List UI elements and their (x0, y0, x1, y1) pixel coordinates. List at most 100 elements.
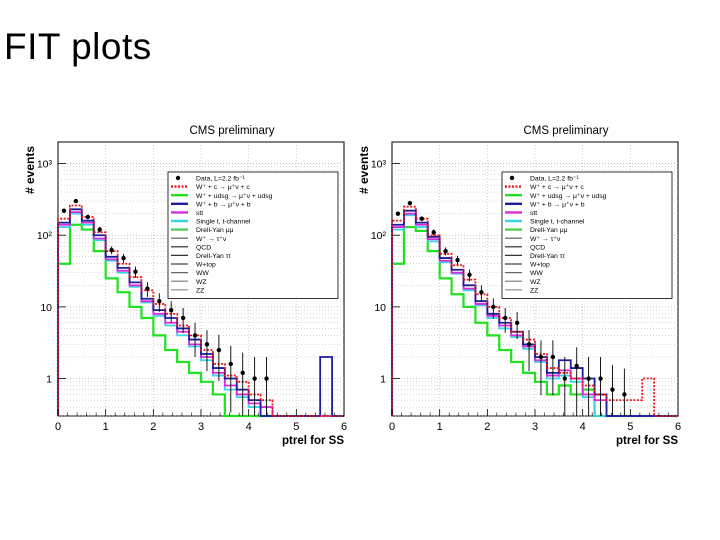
legend-entry: W⁺ → τ⁺ν (196, 236, 227, 243)
x-tick-label: 6 (341, 421, 347, 433)
x-axis-label: ptrel for SS (282, 435, 344, 447)
y-axis-label: # events (357, 146, 371, 194)
x-axis-label: ptrel for SS (616, 435, 678, 447)
legend-entry: W+top (196, 262, 216, 269)
data-point (133, 269, 138, 274)
x-tick-label: 4 (246, 421, 252, 433)
data-point (145, 286, 150, 291)
legend-entry: W⁺ + c → μ⁺ν + c (196, 184, 250, 191)
data-point (550, 354, 556, 360)
data-point (574, 363, 579, 369)
data-point (407, 200, 413, 206)
data-point (192, 333, 198, 338)
x-tick-label: 3 (532, 421, 538, 433)
legend-entry: stt (196, 210, 203, 217)
data-point (586, 376, 591, 381)
data-point (598, 376, 603, 381)
chart-title: CMS preliminary (524, 125, 609, 137)
legend-entry: Data, L=2.2 fb⁻¹ (530, 176, 579, 183)
histogram-w-b (57, 208, 344, 417)
data-point (526, 342, 532, 347)
data-point (443, 248, 448, 254)
y-tick-label: 1 (46, 374, 52, 386)
data-point (610, 387, 615, 392)
legend-entry: W⁺ + c → μ⁺ν + c (530, 184, 584, 191)
legend-entry: Data, L=2.2 fb⁻¹ (196, 176, 245, 183)
y-tick-label: 10³ (371, 159, 387, 171)
data-point (216, 347, 222, 353)
x-tick-label: 5 (627, 421, 633, 433)
data-point (157, 299, 162, 304)
legend-entry: Single t, t-channel (196, 219, 251, 226)
data-point (228, 361, 233, 367)
y-tick-label: 10 (40, 302, 52, 314)
data-point (169, 307, 174, 313)
legend-entry: W⁺ + b → μ⁺ν + b (196, 201, 251, 208)
data-point (61, 208, 67, 213)
legend-entry: W⁺ + b → μ⁺ν + b (530, 201, 585, 208)
legend-entry: W⁺ → τ⁺ν (530, 236, 561, 243)
y-axis-label: # events (23, 146, 37, 194)
x-tick-label: 1 (103, 421, 109, 433)
data-point (622, 392, 627, 397)
y-tick-label: 10² (371, 230, 387, 242)
legend-marker-data (175, 175, 181, 181)
legend-entry: WW (530, 270, 543, 277)
x-tick-label: 1 (437, 421, 443, 433)
data-point (562, 376, 567, 381)
data-point (395, 211, 401, 216)
data-point (479, 290, 484, 295)
histogram-single-t-l (391, 214, 678, 417)
data-point (240, 370, 245, 376)
x-tick-label: 6 (675, 421, 681, 433)
data-point (121, 255, 126, 261)
legend-entry: Drell-Yan ττ (530, 253, 565, 260)
legend-entry: WZ (530, 279, 541, 286)
data-point (419, 216, 424, 221)
data-point (73, 198, 79, 204)
slide-title: FIT plots (4, 26, 152, 67)
y-tick-label: 10 (374, 302, 386, 314)
x-tick-label: 5 (293, 421, 299, 433)
data-point (538, 354, 544, 360)
legend-entry: QCD (196, 244, 211, 251)
data-point (264, 376, 269, 381)
legend-entry: W⁺ + udsg → μ⁺ν + udsg (530, 193, 607, 200)
x-tick-label: 4 (580, 421, 586, 433)
y-tick-label: 10² (37, 230, 53, 242)
chart-title: CMS preliminary (190, 125, 275, 137)
y-tick-label: 10³ (37, 159, 53, 171)
data-point (85, 214, 90, 220)
x-tick-label: 0 (55, 421, 61, 433)
legend-entry: WW (196, 270, 209, 277)
legend-marker-data (509, 175, 515, 181)
x-tick-label: 2 (150, 421, 156, 433)
y-tick-label: 1 (380, 374, 386, 386)
data-point (109, 247, 114, 253)
legend-entry: W⁺ + udsg → μ⁺ν + udsg (196, 193, 273, 200)
legend-entry: W+top (530, 262, 550, 269)
data-point (503, 315, 508, 321)
data-point (514, 320, 520, 325)
data-point (204, 342, 210, 347)
fit-plot-right: 0 1 2 3 4 5 6 1 10 10² 10³ CMS preliminary ptrel for… (357, 125, 681, 447)
legend-entry: WZ (196, 279, 207, 286)
x-tick-label: 3 (198, 421, 204, 433)
data-point (467, 272, 472, 278)
fit-plot-left: 0 1 2 3 4 5 6 1 10 10² 10³ CMS preliminary ptrel for… (23, 125, 347, 447)
x-tick-label: 2 (484, 421, 490, 433)
legend-entry: ZZ (530, 287, 538, 294)
data-point (180, 315, 186, 321)
data-point (252, 376, 257, 381)
legend-entry: Drell-Yan ττ (196, 253, 231, 260)
legend-entry: Single t, t-channel (530, 219, 585, 226)
legend-entry: ZZ (196, 287, 204, 294)
legend-entry: Drell-Yan μμ (530, 227, 568, 234)
data-point (455, 257, 460, 263)
data-point (431, 230, 436, 235)
legend-entry: stt (530, 210, 537, 217)
legend-box (167, 171, 339, 299)
legend-entry: Drell-Yan μμ (196, 227, 234, 234)
data-point (491, 304, 496, 310)
data-point (97, 227, 102, 232)
